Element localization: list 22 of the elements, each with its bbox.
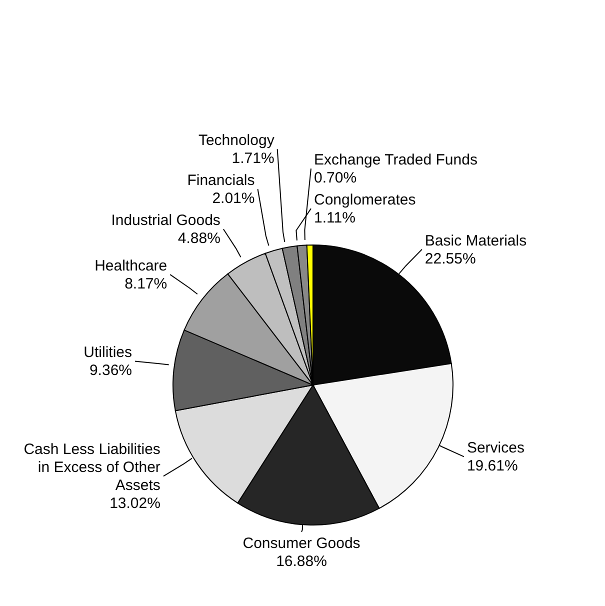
data-label: 16.88% [276,552,327,570]
data-label: 19.61% [466,458,518,475]
slice-label: Healthcare [94,258,168,275]
data-label: 8.17% [124,276,168,293]
slice-label: Conglomerates [314,192,416,209]
data-label: 13.02% [110,495,160,512]
data-label: 2.01% [212,190,255,208]
data-label: 1.11% [314,210,356,227]
data-label: 9.36% [89,362,132,380]
slice-label: Basic Materials [424,232,527,250]
slice-label: Services [466,440,524,457]
slice-label: Industrial Goods [111,212,220,230]
slice-label: Financials [187,172,255,190]
slice-label: Exchange Traded Funds [314,152,478,169]
slice-label: Utilities [84,344,132,362]
data-label: 0.70% [314,170,357,187]
data-label: 4.88% [178,230,220,248]
slice-label: Cash Less Liabilities in Excess of Other Assets [24,441,160,494]
data-label: 1.71% [232,150,274,168]
slice-label: Technology [198,132,275,150]
data-label: 22.55% [424,250,476,268]
slice-label: Consumer Goods [242,534,360,552]
